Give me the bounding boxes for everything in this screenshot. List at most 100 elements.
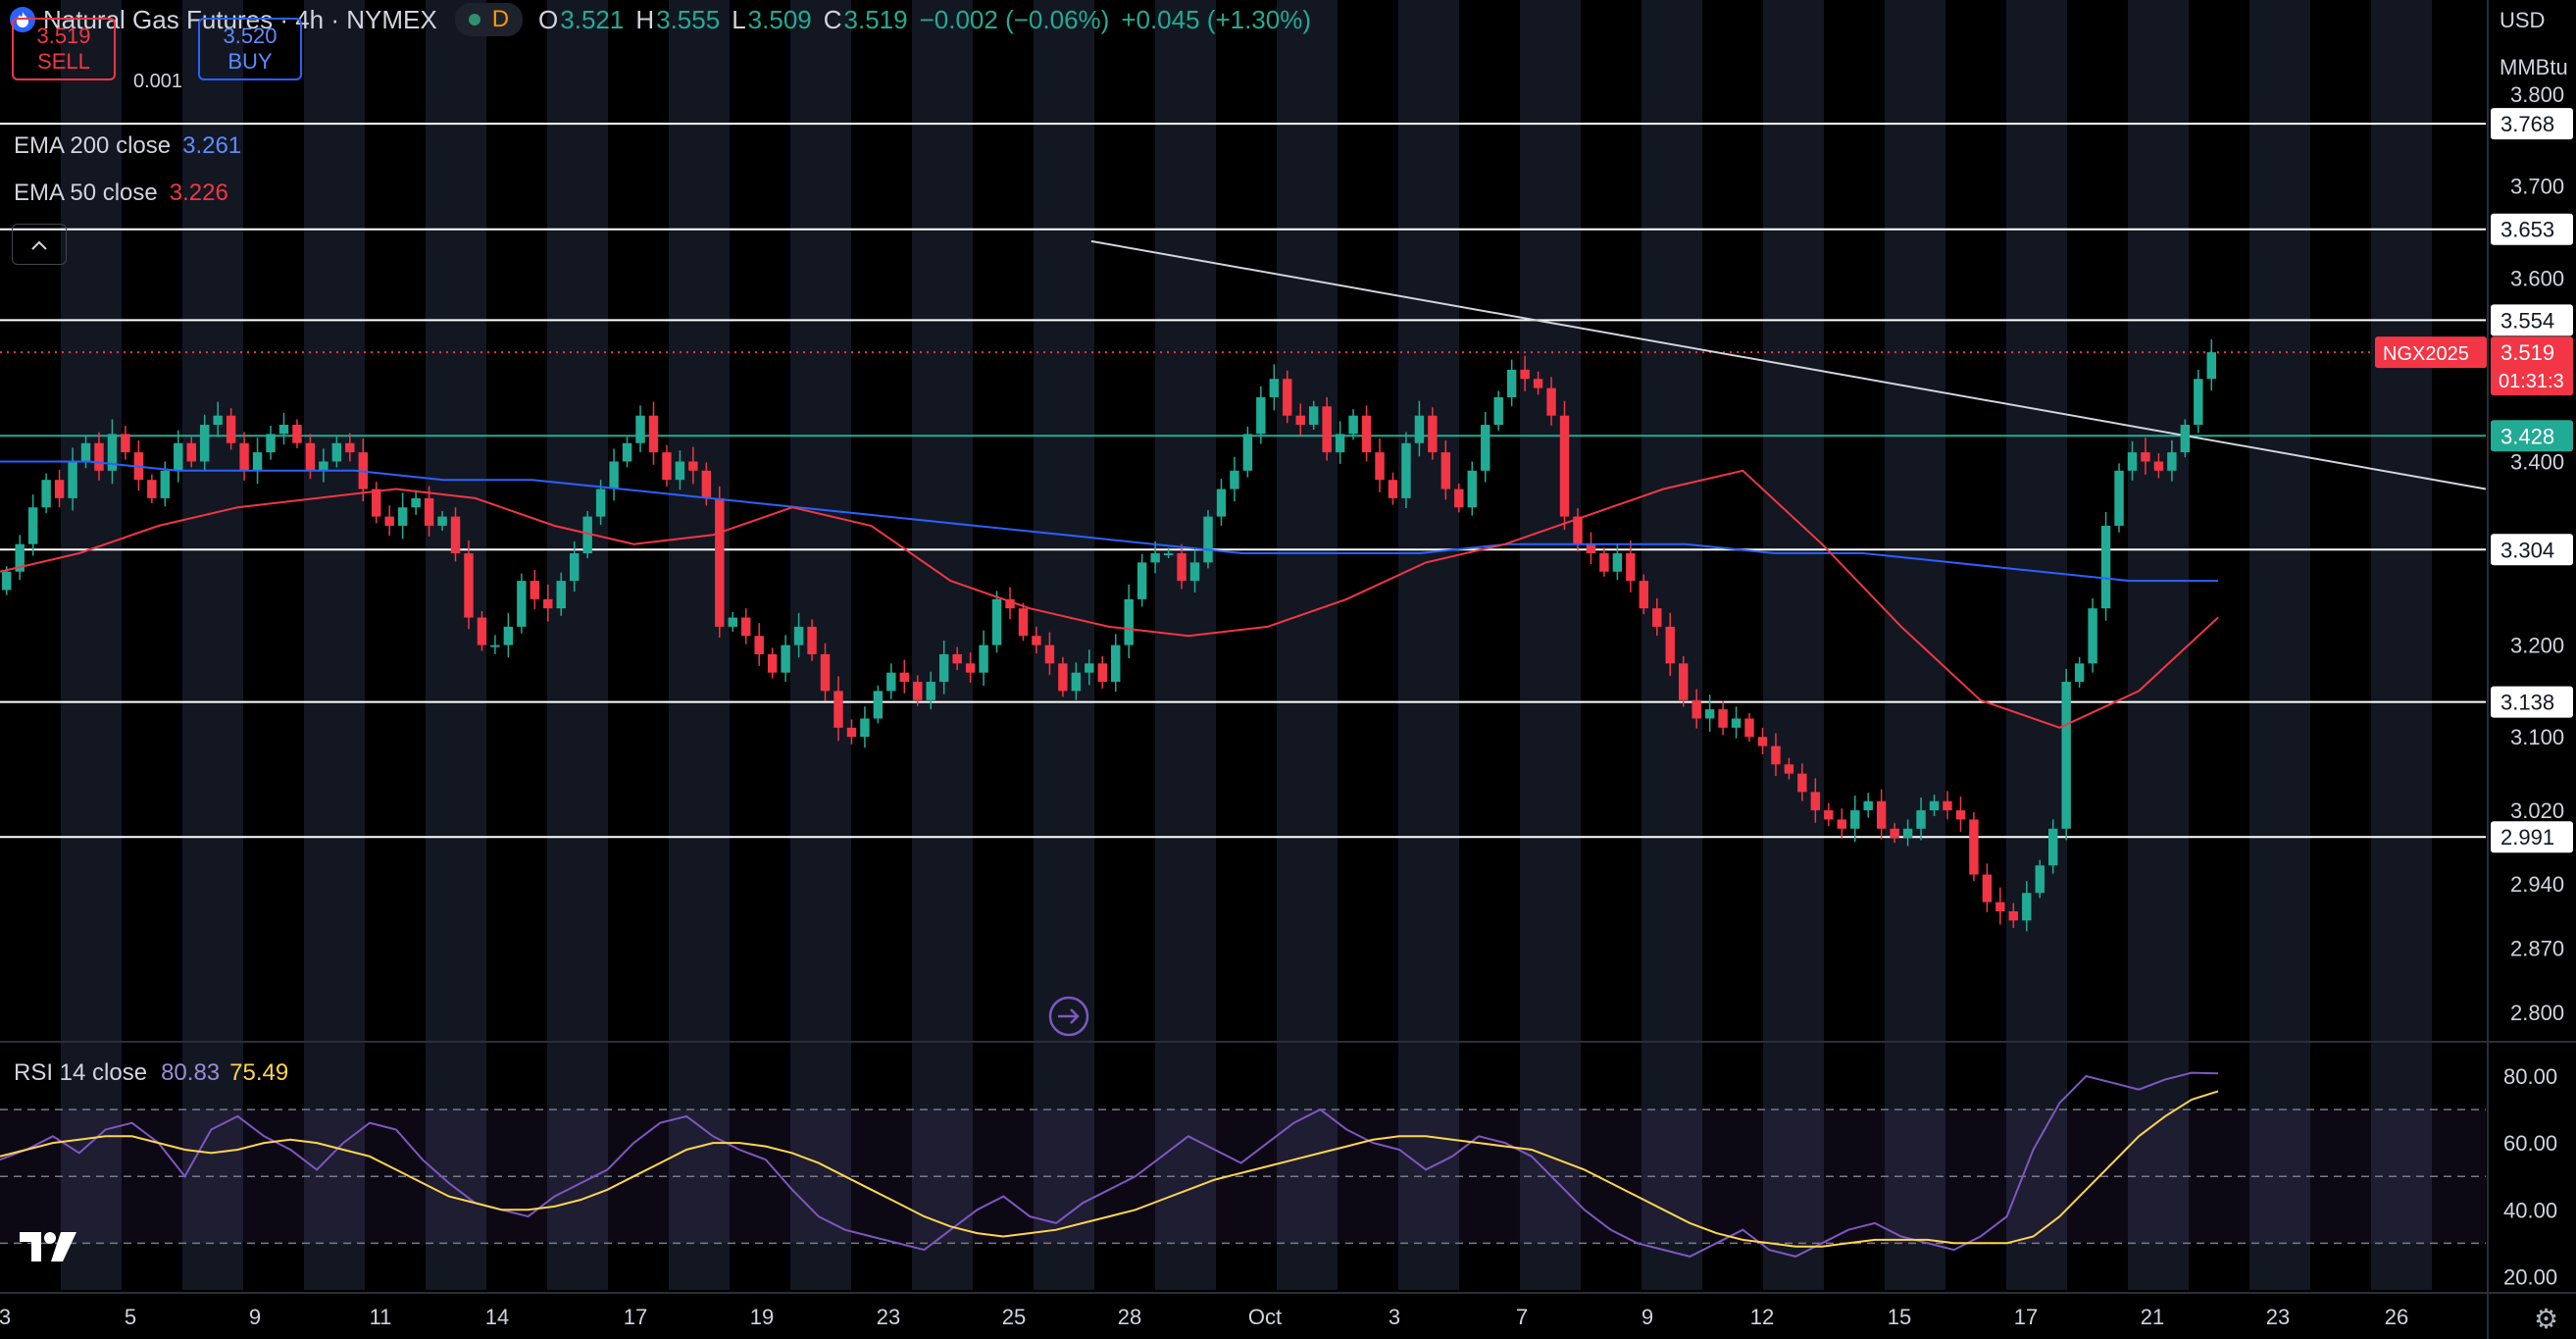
background-band (2128, 0, 2189, 1290)
price-tick-label: 3.200 (2510, 634, 2564, 658)
time-tick-label: 25 (1002, 1305, 1026, 1329)
candle-body (1718, 709, 1728, 728)
candle-body (1481, 425, 1490, 471)
chevron-up-icon (29, 232, 49, 257)
time-tick-label: 12 (1750, 1305, 1774, 1329)
candle-body (701, 470, 712, 498)
level-price-tag[interactable] (2491, 534, 2573, 566)
trendline[interactable] (1090, 239, 2487, 490)
candle-body (1216, 489, 1227, 517)
gear-icon[interactable]: ⚙ (2534, 1304, 2559, 1334)
candle-body (1943, 800, 1952, 811)
candle-body (991, 598, 1002, 645)
candle-body (1163, 553, 1174, 556)
level-price-tag[interactable] (2491, 686, 2573, 718)
natural-gas-flame-icon (10, 7, 35, 32)
candle-body (530, 581, 540, 599)
candle-body (252, 452, 263, 471)
level-price-tag[interactable] (2491, 304, 2573, 336)
last-price-label: 3.519 (2500, 340, 2554, 365)
candle-body (345, 442, 355, 453)
candle-body (2088, 608, 2097, 664)
ema-line-50[interactable] (0, 469, 2219, 729)
candle-body (2022, 893, 2032, 921)
time-tick-label: 5 (125, 1305, 136, 1329)
candle-body (160, 470, 171, 498)
candle-body (938, 653, 949, 683)
candle-body (2008, 910, 2019, 921)
time-tick-label: 17 (2014, 1305, 2038, 1329)
ema-line-200[interactable] (0, 460, 2218, 583)
candle-body (807, 626, 817, 654)
level-price-tag[interactable] (2491, 821, 2573, 853)
candle-body (1982, 874, 1993, 902)
candle-body (741, 617, 751, 637)
ema200-label: EMA 200 close (14, 132, 172, 159)
unit-label[interactable]: MMBtu (2500, 55, 2568, 79)
candle-body (1955, 810, 1966, 820)
candle-body (266, 434, 276, 453)
rsi-pane[interactable] (0, 1071, 2486, 1258)
ema200-legend[interactable]: EMA 200 close 3.261 (14, 132, 241, 160)
rsi-line (0, 1071, 2219, 1258)
symbol-tag[interactable] (2375, 336, 2487, 369)
candle-body (1573, 516, 1583, 544)
spread-value: 0.001 (133, 71, 183, 92)
time-tick-label: 9 (1642, 1305, 1653, 1329)
candle-body (1493, 396, 1503, 426)
background-band (2371, 0, 2432, 1290)
buy-button[interactable]: 3.520 BUY (198, 18, 302, 80)
candle-body (437, 516, 447, 526)
candle-body (1902, 828, 1913, 839)
price-tick-label: 2.940 (2510, 872, 2564, 897)
candle-body (1678, 663, 1689, 700)
level-price-label: 3.428 (2500, 424, 2554, 448)
ema50-legend[interactable]: EMA 50 close 3.226 (14, 180, 228, 207)
currency-label[interactable]: USD (2500, 8, 2546, 32)
last-price-tag[interactable] (2491, 336, 2573, 396)
candle-body (1044, 644, 1055, 664)
candle-body (213, 415, 223, 426)
scroll-right-circle[interactable] (1048, 996, 1089, 1037)
candle-body (1533, 379, 1543, 388)
level-price-tag[interactable] (2491, 213, 2573, 245)
background-band (182, 0, 243, 1290)
background-band (669, 0, 730, 1290)
candle-body (675, 461, 685, 481)
candle-body (1085, 663, 1094, 673)
candle-body (648, 415, 659, 453)
candle-body (781, 644, 790, 673)
candle-body (517, 581, 527, 627)
level-price-tag[interactable] (2491, 420, 2573, 452)
candle-body (54, 480, 65, 498)
candle-body (820, 653, 831, 692)
level-price-tag[interactable] (2491, 108, 2573, 140)
scroll-right-icon[interactable] (1048, 996, 1089, 1037)
rsi-legend[interactable]: RSI 14 close 80.83 75.49 (14, 1059, 288, 1087)
ema200-value: 3.261 (182, 132, 242, 159)
candle-body (1744, 718, 1754, 738)
candle-body (1546, 387, 1556, 416)
candle-body (1071, 672, 1082, 692)
time-tick-label: 14 (485, 1305, 509, 1329)
close-value: 3.519 (843, 4, 908, 34)
candle-body (1018, 608, 1029, 637)
candle-body (2, 571, 12, 591)
market-status-pill[interactable]: D (454, 3, 524, 36)
candle-body (1283, 379, 1292, 416)
collapse-legend-button[interactable] (12, 224, 67, 265)
time-tick-label: 9 (249, 1305, 261, 1329)
price-tick-label: 2.870 (2510, 936, 2564, 960)
level-price-label: 3.138 (2500, 691, 2554, 715)
candle-body (952, 653, 962, 664)
sell-button[interactable]: 3.519 SELL (12, 18, 116, 80)
candle-body (477, 617, 487, 645)
time-tick-label: 28 (1118, 1305, 1141, 1329)
candle-body (41, 480, 51, 508)
candle-body (503, 626, 514, 645)
time-tick-label: 19 (750, 1305, 774, 1329)
buy-label: BUY (227, 49, 273, 74)
candle-body (1586, 543, 1596, 554)
candle-body (147, 480, 157, 498)
